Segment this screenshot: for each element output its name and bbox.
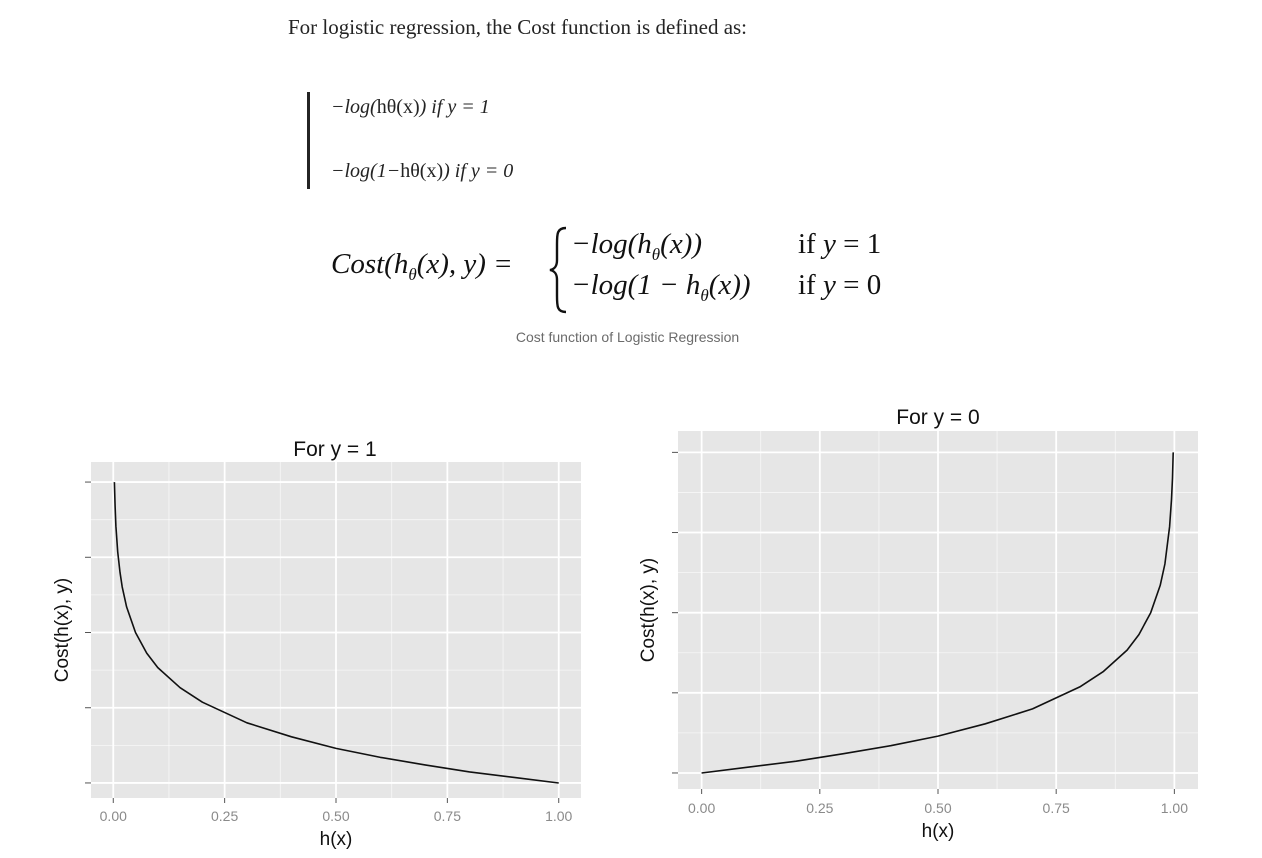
formula-lhs-pre: Cost(h: [331, 248, 409, 280]
x-tick-label: 0.50: [322, 808, 349, 824]
formula-case-2-pre: −log(1 − h: [571, 269, 701, 301]
formula-condition-1: if y = 1: [798, 228, 881, 261]
cost-definition-quote: −log(hθ(x)) if y = 1 −log(1−hθ(x)) if y …: [307, 92, 910, 189]
formula-lhs: Cost(hθ(x), y) =: [331, 248, 513, 285]
x-axis-label: h(x): [320, 829, 353, 850]
quote-line-y1-h: hθ(x): [376, 96, 420, 118]
formula-lhs-post: (x), y) =: [416, 248, 513, 280]
quote-line-y1: −log(hθ(x)) if y = 1: [331, 92, 490, 122]
formula-case-1-pre: −log(h: [571, 228, 652, 260]
x-tick-label: 0.50: [924, 800, 951, 816]
y-axis-label: Cost(h(x), y): [638, 558, 659, 663]
x-tick-label: 0.75: [434, 808, 461, 824]
quote-line-y0: −log(1−hθ(x)) if y = 0: [331, 156, 513, 186]
formula-lhs-sub: θ: [408, 264, 417, 284]
chart-title: For y = 0: [896, 406, 979, 429]
formula-condition-2-eq: = 0: [835, 269, 882, 301]
quote-line-y0-h: hθ(x): [400, 160, 444, 182]
figure-caption: Cost function of Logistic Regression: [515, 329, 740, 345]
formula-condition-2-var: y: [822, 269, 836, 301]
x-tick-label: 0.00: [688, 800, 715, 816]
quote-line-y0-suffix: ) if y = 0: [443, 160, 514, 182]
cost-formula-image: Cost(hθ(x), y) = −log(hθ(x)) −log(1 − hθ…: [328, 222, 908, 316]
x-axis-label: h(x): [922, 821, 955, 842]
cost-plot-y0: 0.00 0.25 0.50 0.75 1.00 For y = 0 h(x) Cost(h(…: [622, 400, 1222, 853]
x-tick-label: 0.25: [211, 808, 238, 824]
quote-line-y1-prefix: −log(: [331, 96, 377, 118]
formula-case-2-post: (x)): [708, 269, 751, 301]
x-tick-label: 1.00: [545, 808, 572, 824]
cost-plot-y1: 0.00 0.25 0.50 0.75 1.00 For y = 1 h(x) Cost(h(…: [30, 400, 604, 853]
chart-svg: 0.00 0.25 0.50 0.75 1.00 For y = 1 h(x) Cost(h(…: [52, 438, 581, 850]
chart-svg: 0.00 0.25 0.50 0.75 1.00 For y = 0 h(x) Cost(h(…: [638, 406, 1198, 842]
formula-case-2-sub: θ: [700, 285, 709, 305]
curly-brace-icon: [549, 226, 567, 314]
formula-case-1: −log(hθ(x)): [571, 228, 702, 265]
formula-condition-1-var: y: [822, 228, 836, 260]
formula-condition-2: if y = 0: [798, 269, 881, 302]
x-tick-label: 1.00: [1161, 800, 1188, 816]
x-tick-label: 0.00: [100, 808, 127, 824]
formula-condition-1-if: if: [798, 228, 823, 260]
x-tick-label: 0.75: [1043, 800, 1070, 816]
chart-title: For y = 1: [293, 438, 376, 461]
cost-curve: [701, 452, 1174, 774]
formula-case-1-post: (x)): [660, 228, 702, 260]
formula-condition-2-if: if: [798, 269, 823, 301]
formula-case-1-sub: θ: [651, 244, 661, 264]
x-tick-label: 0.25: [806, 800, 833, 816]
cost-curve: [113, 482, 559, 784]
y-axis-label: Cost(h(x), y): [52, 578, 73, 683]
formula-condition-1-eq: = 1: [835, 228, 882, 260]
formula-case-2: −log(1 − hθ(x)): [571, 269, 751, 306]
quote-line-y1-suffix: ) if y = 1: [419, 96, 490, 118]
quote-line-y0-prefix: −log(1−: [331, 160, 401, 182]
intro-paragraph: For logistic regression, the Cost functi…: [288, 15, 748, 39]
